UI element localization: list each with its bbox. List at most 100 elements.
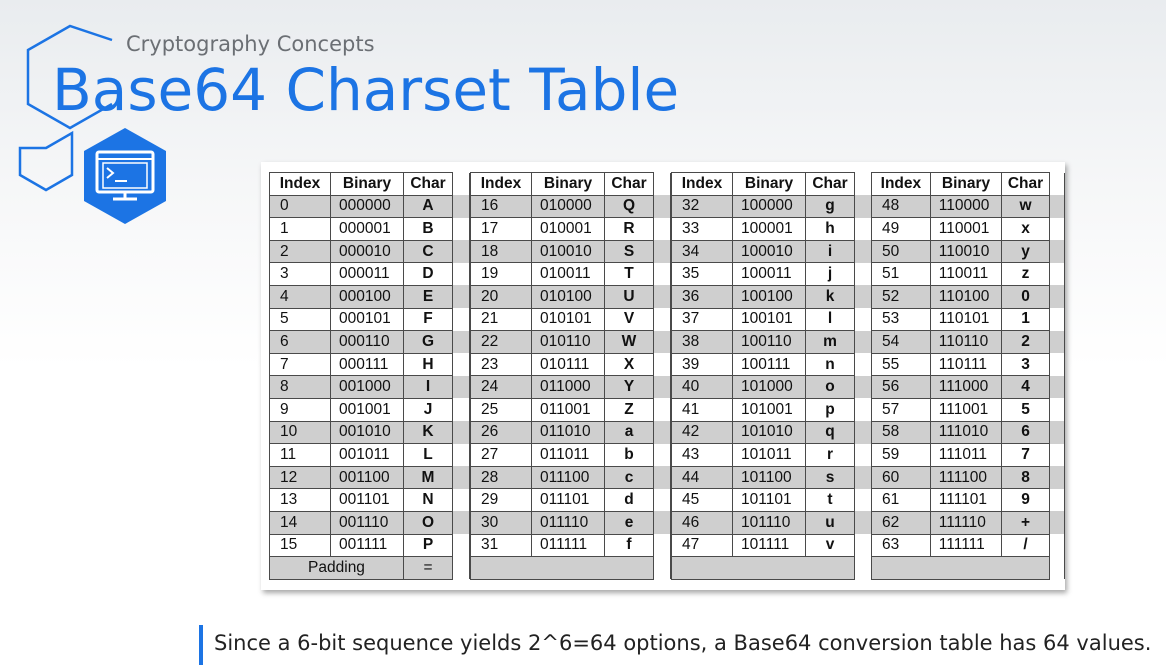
charset-grid: Index Binary Char 16 010000 Q 17 010001 R 18 01001… [470,172,671,580]
binary-cell: 000100 [330,284,404,309]
group-gap [452,195,470,218]
binary-cell: 010000 [531,194,605,219]
group-gap [452,443,470,467]
binary-cell: 011010 [531,420,605,445]
column-header: Binary [330,172,404,196]
table-row: 13 001101 N [269,488,470,512]
binary-cell: 001111 [330,533,404,558]
table-row: 11 001011 L [269,443,470,467]
group-gap [653,330,671,354]
column-header: Index [671,172,733,196]
table-row: 46 101110 u [671,510,872,535]
index-cell: 56 [871,375,931,399]
index-cell: 36 [671,284,733,309]
binary-cell: 111000 [929,375,1003,399]
page-title: Base64 Charset Table [52,56,680,124]
binary-cell: 101110 [732,510,806,535]
index-cell: 34 [671,239,733,264]
group-gap [653,556,671,580]
binary-cell: 001010 [330,420,404,445]
group-gap [452,534,470,557]
char-cell: v [805,533,855,558]
table-row: 56 111000 4 [871,375,1066,399]
char-cell: l [805,307,855,332]
binary-cell: 000110 [330,330,404,354]
column-header: Char [1001,172,1050,196]
group-gap [653,398,671,422]
index-cell: 5 [269,307,331,332]
char-cell: I [403,375,453,399]
index-cell: 55 [871,352,931,377]
table-row: 26 011010 a [470,420,671,445]
table-row: 62 111110 + [871,510,1066,535]
group-gap [653,488,671,512]
binary-cell: 011100 [531,465,605,490]
group-gap [1048,421,1066,444]
char-cell: a [604,420,654,445]
binary-cell: 001110 [330,510,404,535]
char-cell: e [604,510,654,535]
char-cell: t [805,488,855,512]
empty-row [470,556,671,580]
char-cell: / [1001,533,1050,558]
group-gap [1048,353,1066,376]
table-group-3: Index Binary Char 32 100000 g 33 100001 h 34 10001… [671,172,872,580]
group-gap [854,240,872,263]
padding-char: = [403,556,453,580]
binary-cell: 100100 [732,284,806,309]
char-cell: O [403,510,453,535]
char-cell: V [604,307,654,332]
char-cell: 7 [1001,443,1050,467]
charset-grid: Index Binary Char 0 000000 A 1 000001 B 2 000010 C 3… [269,172,470,580]
index-cell: 26 [470,420,532,445]
index-cell: 39 [671,352,733,377]
column-header: Binary [531,172,605,196]
hexagon-decoration [18,24,113,192]
binary-cell: 100011 [732,262,806,286]
table-row: 59 111011 7 [871,443,1066,467]
binary-cell: 100010 [732,239,806,264]
group-gap [1048,330,1066,354]
binary-cell: 101001 [732,397,806,422]
table-row: 28 011100 c [470,465,671,490]
group-gap [452,421,470,444]
char-cell: q [805,420,855,445]
group-gap [1048,556,1066,580]
table-row: 33 100001 h [671,217,872,241]
group-gap [1048,308,1066,331]
binary-cell: 010011 [531,262,605,286]
index-cell: 18 [470,239,532,264]
binary-cell: 110100 [929,284,1003,309]
binary-cell: 111010 [929,420,1003,445]
header-row: Index Binary Char [470,172,671,196]
char-cell: C [403,239,453,264]
group-gap [653,466,671,489]
char-cell: s [805,465,855,490]
char-cell: r [805,443,855,467]
char-cell: Q [604,194,654,219]
column-header: Index [269,172,331,196]
padding-label: Padding [269,556,404,580]
group-gap [854,195,872,218]
index-cell: 2 [269,239,331,264]
table-row: 51 110011 z [871,262,1066,286]
char-cell: g [805,194,855,219]
group-gap [854,488,872,512]
table-row: 23 010111 X [470,352,671,377]
index-cell: 28 [470,465,532,490]
group-gap [452,330,470,354]
binary-cell: 011001 [531,397,605,422]
group-gap [854,262,872,286]
header-row: Index Binary Char [871,172,1066,196]
char-cell: Y [604,375,654,399]
group-gap [854,511,872,534]
group-gap [854,556,872,580]
table-row: 57 111001 5 [871,397,1066,422]
group-gap [854,375,872,399]
char-cell: + [1001,510,1050,535]
table-row: 45 101101 t [671,488,872,512]
index-cell: 13 [269,488,331,512]
binary-cell: 110010 [929,239,1003,264]
index-cell: 4 [269,284,331,309]
binary-cell: 101100 [732,465,806,490]
